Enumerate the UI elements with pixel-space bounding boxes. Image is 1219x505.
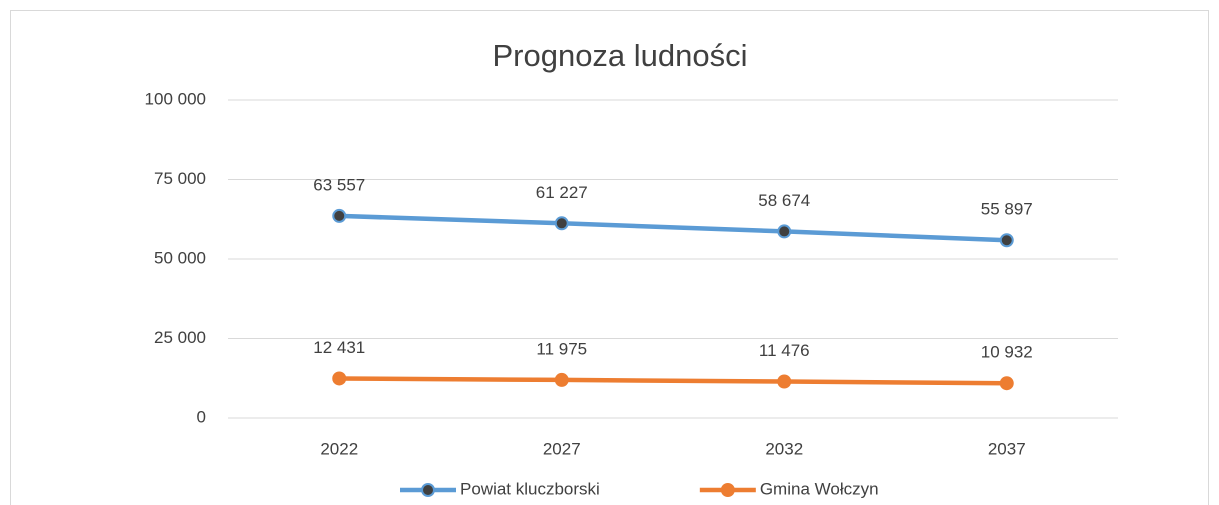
- chart-border: [10, 10, 1209, 505]
- legend-label: Powiat kluczborski: [460, 479, 600, 498]
- data-label: 61 227: [536, 183, 588, 202]
- data-label: 10 932: [981, 343, 1033, 362]
- data-label: 11 975: [536, 339, 587, 358]
- legend-label: Gmina Wołczyn: [760, 479, 879, 498]
- data-label: 63 557: [313, 175, 365, 194]
- y-tick-label: 75 000: [154, 169, 206, 188]
- point: [999, 376, 1014, 391]
- x-tick-label: 2022: [320, 439, 358, 458]
- x-tick-label: 2037: [988, 439, 1026, 458]
- legend-marker: [421, 483, 435, 497]
- point: [777, 224, 792, 239]
- data-label: 11 476: [759, 341, 810, 360]
- y-tick-label: 0: [197, 407, 206, 426]
- series-line: [337, 213, 1009, 243]
- data-label: 12 431: [313, 338, 365, 357]
- y-tick-label: 50 000: [154, 248, 206, 267]
- data-label: 58 674: [758, 191, 810, 210]
- data-label: 55 897: [981, 200, 1033, 219]
- x-tick-label: 2032: [765, 439, 803, 458]
- point: [332, 208, 347, 223]
- point: [999, 233, 1014, 248]
- point: [554, 372, 569, 387]
- x-tick-label: 2027: [543, 439, 581, 458]
- y-tick-label: 100 000: [145, 89, 206, 108]
- point: [554, 216, 569, 231]
- chart-title: Prognoza ludności: [492, 38, 747, 73]
- point: [777, 374, 792, 389]
- series-line: [337, 376, 1009, 386]
- legend-marker: [720, 483, 735, 497]
- y-tick-label: 25 000: [154, 328, 206, 347]
- point: [332, 371, 347, 386]
